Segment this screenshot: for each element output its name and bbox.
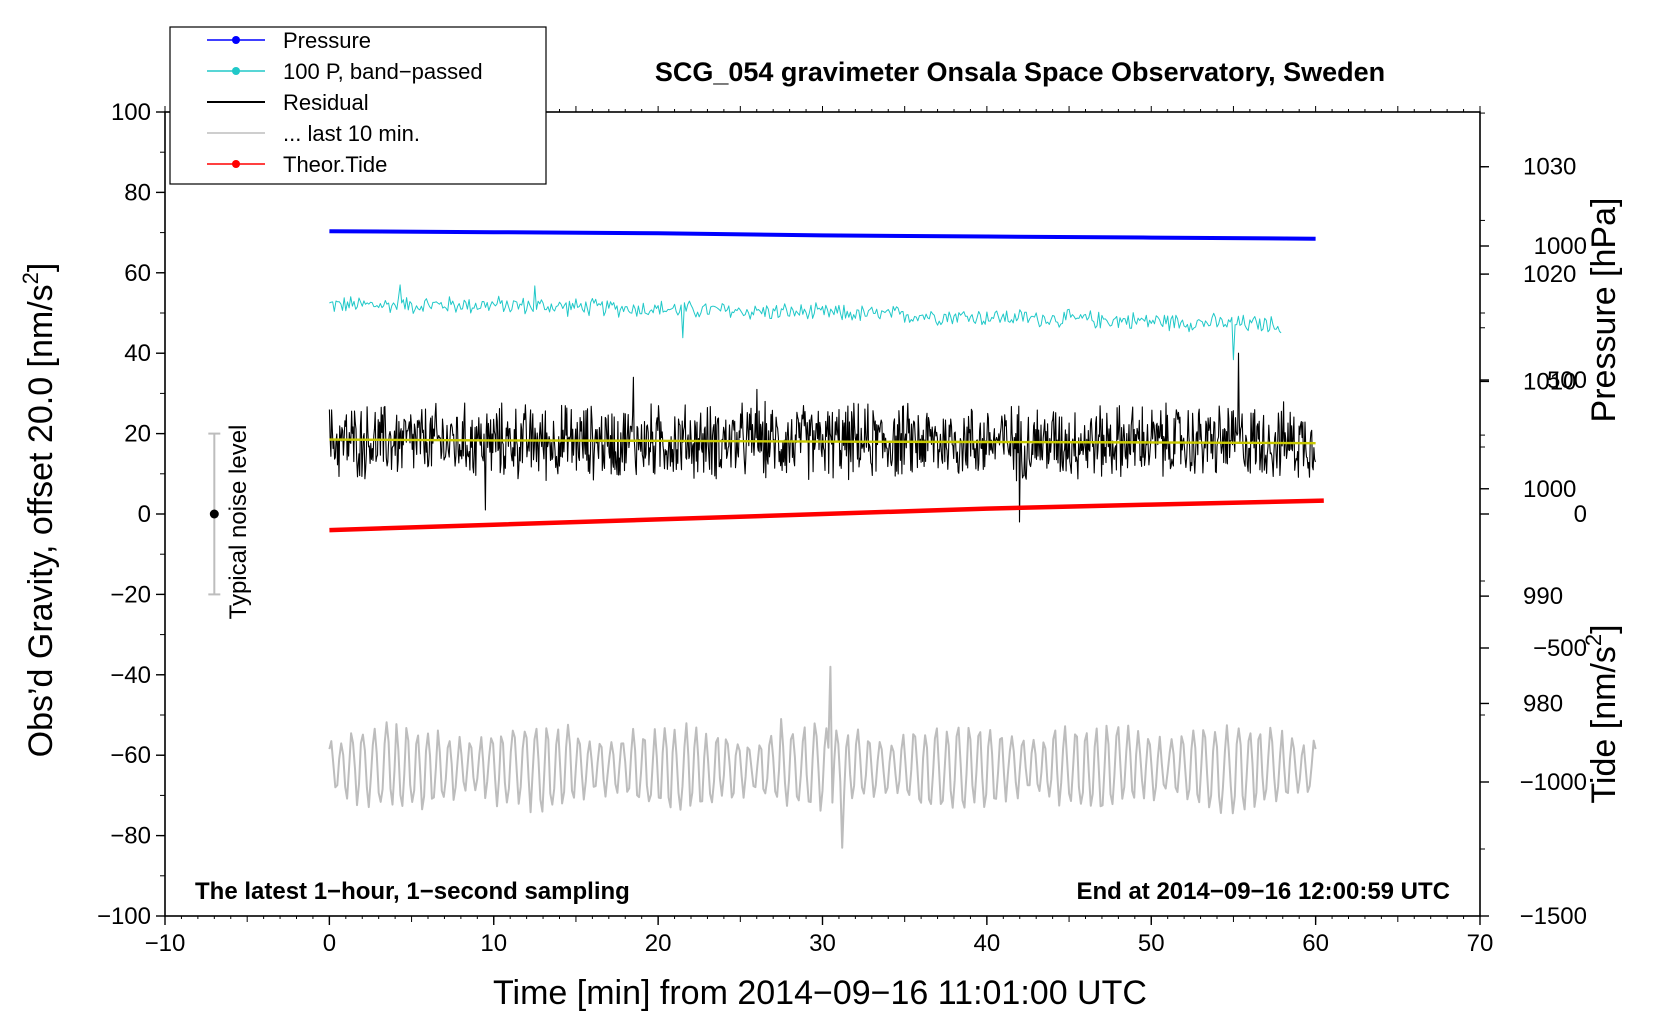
noise-bar-center bbox=[209, 509, 219, 519]
y-axis-label-left-sup: 2 bbox=[18, 272, 43, 284]
x-tick-label-6: 50 bbox=[1138, 930, 1165, 957]
y-axis-label-tide: Tide [nm/s2] bbox=[1581, 624, 1623, 803]
y-left-tick-label-7: −40 bbox=[110, 662, 151, 689]
series-line-1 bbox=[329, 284, 1282, 361]
x-tick-label-0: −10 bbox=[145, 930, 186, 957]
chart-title: SCG_054 gravimeter Onsala Space Observat… bbox=[655, 57, 1385, 87]
series-line-3 bbox=[329, 438, 1316, 445]
series-line-2 bbox=[328, 352, 1316, 523]
y-pressure-tick-label-1: 1020 bbox=[1523, 261, 1576, 288]
y-left-tick-label-2: 60 bbox=[124, 260, 151, 287]
series-line-4 bbox=[328, 665, 1317, 849]
y-tide-tick-label-4: −1000 bbox=[1520, 769, 1587, 796]
series-line-5 bbox=[329, 498, 1324, 533]
annotation-sampling: The latest 1−hour, 1−second sampling bbox=[195, 878, 630, 905]
y-left-tick-label-9: −80 bbox=[110, 823, 151, 850]
y-left-tick-label-4: 20 bbox=[124, 421, 151, 448]
y-tide-tick-label-0: 1000 bbox=[1534, 233, 1587, 260]
x-tick-label-3: 20 bbox=[645, 930, 672, 957]
x-axis-label: Time [min] from 2014−09−16 11:01:00 UTC bbox=[493, 974, 1147, 1012]
legend-label-tide: Theor.Tide bbox=[283, 152, 387, 177]
legend-marker-0 bbox=[232, 36, 240, 44]
y-axis-label-left: Obs’d Gravity, offset 20.0 [nm/s2] bbox=[18, 263, 60, 758]
y-left-tick-label-0: 100 bbox=[111, 99, 151, 126]
legend: Pressure 100 P, band−passed Residual ...… bbox=[169, 26, 547, 185]
y-left-tick-label-5: 0 bbox=[138, 501, 151, 528]
y-tide-tick-label-3: −500 bbox=[1533, 635, 1587, 662]
x-tick-label-4: 30 bbox=[809, 930, 836, 957]
x-tick-label-5: 40 bbox=[974, 930, 1001, 957]
y-left-tick-label-6: −20 bbox=[110, 581, 151, 608]
y-left-tick-label-10: −100 bbox=[97, 903, 151, 930]
y-pressure-tick-label-3: 1000 bbox=[1523, 476, 1576, 503]
legend-marker-1 bbox=[232, 67, 240, 75]
y-pressure-tick-label-2: 1010 bbox=[1523, 368, 1576, 395]
y-axis-label-left-close: ] bbox=[22, 263, 60, 272]
y-pressure-tick-label-0: 1030 bbox=[1523, 154, 1576, 181]
annotation-end-time: End at 2014−09−16 12:00:59 UTC bbox=[1076, 878, 1450, 905]
x-tick-label-8: 70 bbox=[1467, 930, 1494, 957]
y-axis-label-pressure: Pressure [hPa] bbox=[1585, 198, 1623, 423]
y-axis-label-tide-sup: 2 bbox=[1581, 634, 1606, 646]
legend-label-last10: ... last 10 min. bbox=[283, 121, 420, 146]
y-left-tick-label-3: 40 bbox=[124, 340, 151, 367]
legend-label-residual: Residual bbox=[283, 90, 369, 115]
y-tide-tick-label-2: 0 bbox=[1574, 501, 1587, 528]
y-axis-label-tide-text: Tide [nm/s bbox=[1585, 646, 1623, 803]
y-axis-label-tide-close: ] bbox=[1585, 624, 1623, 633]
x-tick-label-2: 10 bbox=[480, 930, 507, 957]
y-pressure-tick-label-5: 980 bbox=[1523, 690, 1563, 717]
legend-label-bandpassed: 100 P, band−passed bbox=[283, 59, 483, 84]
legend-box bbox=[169, 26, 547, 185]
series-line-0 bbox=[329, 229, 1316, 241]
x-tick-label-1: 0 bbox=[323, 930, 336, 957]
noise-level-indicator bbox=[208, 432, 221, 596]
y-tide-tick-label-1: 500 bbox=[1547, 367, 1587, 394]
y-left-tick-label-1: 80 bbox=[124, 179, 151, 206]
x-tick-label-7: 60 bbox=[1302, 930, 1329, 957]
noise-level-label: Typical noise level bbox=[225, 425, 252, 620]
legend-marker-4 bbox=[232, 160, 240, 168]
y-axis-label-left-text: Obs’d Gravity, offset 20.0 [nm/s bbox=[22, 284, 60, 757]
y-left-tick-label-8: −60 bbox=[110, 742, 151, 769]
legend-label-pressure: Pressure bbox=[283, 28, 371, 53]
legend-items bbox=[207, 36, 265, 168]
ticks-layer: −10 0 10 20 30 40 50 60 70100806040200−20−40−60−… bbox=[97, 99, 1587, 957]
y-pressure-tick-label-4: 990 bbox=[1523, 583, 1563, 610]
y-tide-tick-label-5: −1500 bbox=[1520, 903, 1587, 930]
series-layer bbox=[328, 229, 1324, 849]
